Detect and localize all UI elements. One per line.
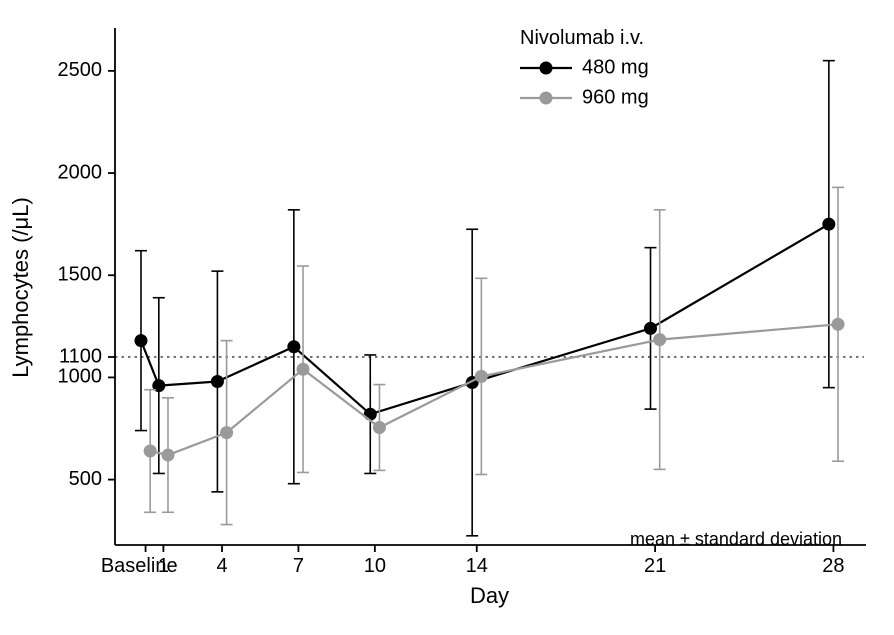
chart-container: 50010001100150020002500Baseline147101421… — [0, 0, 894, 635]
legend-marker — [540, 62, 553, 75]
data-point — [822, 218, 835, 231]
data-point — [475, 370, 488, 383]
y-tick-label: 500 — [69, 468, 102, 490]
data-point — [211, 375, 224, 388]
data-point — [373, 421, 386, 434]
footnote: mean ± standard deviation — [630, 529, 842, 549]
lymphocytes-chart: 50010001100150020002500Baseline147101421… — [0, 0, 894, 635]
data-point — [220, 426, 233, 439]
x-tick-label: 4 — [216, 555, 227, 577]
y-tick-label: 1000 — [58, 366, 103, 388]
legend-label: 960 mg — [582, 86, 649, 108]
data-point — [832, 318, 845, 331]
legend-marker — [540, 92, 553, 105]
legend-title: Nivolumab i.v. — [520, 27, 644, 49]
x-tick-label: 21 — [644, 555, 666, 577]
x-tick-label: 28 — [822, 555, 844, 577]
data-point — [287, 340, 300, 353]
x-tick-label: 1 — [158, 555, 169, 577]
y-tick-label: 1500 — [58, 264, 103, 286]
legend-label: 480 mg — [582, 56, 649, 78]
data-point — [134, 334, 147, 347]
x-tick-label: 14 — [466, 555, 488, 577]
y-tick-label: 2000 — [58, 161, 103, 183]
x-tick-label: 10 — [364, 555, 386, 577]
data-point — [161, 449, 174, 462]
data-point — [297, 363, 310, 376]
y-axis-label: Lymphocytes (/μL) — [8, 197, 33, 378]
data-point — [653, 333, 666, 346]
data-point — [364, 408, 377, 421]
x-axis-label: Day — [470, 583, 509, 608]
y-tick-label: 2500 — [58, 59, 103, 81]
data-point — [644, 322, 657, 335]
y-tick-label: 1100 — [59, 345, 102, 367]
x-tick-label: 7 — [293, 555, 304, 577]
data-point — [144, 444, 157, 457]
